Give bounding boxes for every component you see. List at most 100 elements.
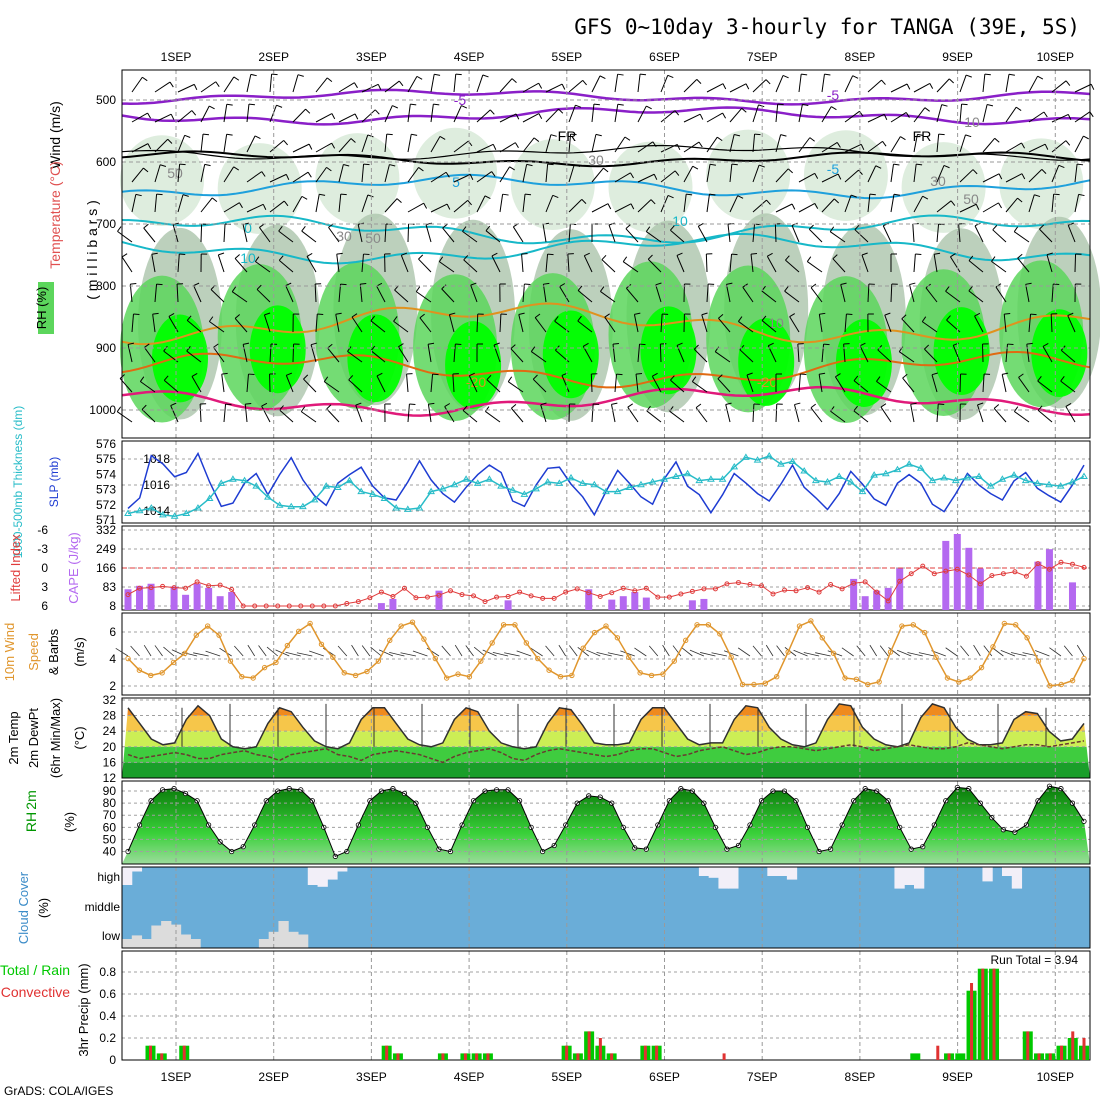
- thickness-line-point: [695, 476, 704, 484]
- wind-barb: [223, 134, 228, 153]
- wind-barb: [785, 259, 800, 273]
- thickness-line-point: [590, 480, 599, 488]
- wind-barb-flag: [261, 171, 266, 177]
- temperature-contour: [121, 214, 1091, 245]
- wind-barb: [1039, 228, 1053, 243]
- cape-bar: [642, 597, 650, 610]
- thickness-line-point: [870, 471, 879, 478]
- wind-barb-flag: [910, 402, 917, 405]
- wind-barb: [303, 378, 317, 393]
- wind-barb: [1001, 374, 1007, 393]
- wind-barb: [407, 404, 410, 423]
- wind-barb: [256, 289, 271, 303]
- wind10m-barb: [672, 645, 682, 657]
- panel-frame: [121, 612, 1091, 696]
- wind-barb: [542, 284, 547, 303]
- thickness-line-point: [275, 501, 284, 508]
- wind-barb-flag: [603, 167, 609, 173]
- wind-barb-flag: [491, 171, 496, 177]
- time-tick-label: 6SEP: [649, 1070, 680, 1084]
- thickness-line-point: [905, 460, 914, 467]
- wind-barb: [844, 110, 860, 123]
- rh-shade-cell: [413, 127, 498, 219]
- wind-barb: [959, 134, 966, 153]
- wind-barb: [633, 314, 639, 333]
- wind10m-line-point: [375, 658, 382, 664]
- precip-conv-bar: [643, 1045, 647, 1060]
- wind10m-line-point: [739, 681, 746, 688]
- wind-barb-flag: [170, 402, 177, 407]
- wind-barb: [315, 314, 318, 333]
- wind10m-barb: [973, 644, 981, 657]
- wind-barb-flag: [972, 169, 978, 175]
- precip-tick-label: 0.2: [99, 1031, 116, 1045]
- wind-barb: [151, 254, 156, 273]
- wind-barb-flag: [924, 344, 930, 350]
- thickness-line-point: [217, 479, 226, 486]
- wind-barb-flag: [347, 346, 352, 352]
- thickness-line-point: [532, 484, 540, 492]
- wind-barb: [859, 345, 869, 363]
- wind-barb: [199, 403, 202, 423]
- wind10m-barb: [960, 645, 970, 657]
- wind-barb: [670, 229, 685, 243]
- wind-barb-flag: [832, 254, 838, 260]
- wind-barb-flag: [995, 283, 1002, 288]
- wind-barb: [880, 406, 892, 423]
- wind-barb-flag: [575, 104, 582, 108]
- wind10m-line-point: [830, 650, 837, 657]
- wind-barb: [545, 83, 563, 93]
- wind-barb-flag: [215, 81, 220, 87]
- wind-barb-flag: [670, 375, 675, 381]
- wind-barb-flag: [852, 75, 859, 79]
- precip-conv-bar: [385, 1045, 389, 1060]
- wind10m-line-point: [1024, 635, 1030, 641]
- wind-barb: [476, 143, 494, 153]
- wind10m-axis-label: 10m Wind: [2, 623, 17, 682]
- wind10m-barb: [907, 652, 923, 657]
- wind-barb: [725, 404, 731, 423]
- wind-barb-flag: [670, 225, 675, 231]
- temp-band: [122, 762, 1090, 778]
- wind-barb-flag: [737, 195, 744, 199]
- wind-barb: [931, 374, 938, 393]
- precip-conv-bar: [565, 1045, 569, 1060]
- wind-barb: [974, 225, 984, 243]
- wind-barb: [959, 104, 963, 123]
- thickness-line-point: [497, 482, 505, 489]
- wind-barb: [729, 83, 747, 93]
- contour-label: -20: [757, 374, 777, 390]
- cape-bar: [377, 603, 385, 610]
- wind-barb-flag: [1058, 164, 1065, 169]
- wind10m-line-point: [557, 674, 564, 680]
- wind-barb: [853, 410, 869, 423]
- time-tick-label: 4SEP: [454, 1070, 485, 1084]
- thickness-tick-label: 574: [96, 467, 116, 481]
- wind-barb-flag: [617, 73, 624, 76]
- wind-barb-flag: [285, 174, 290, 181]
- wind-barb: [1028, 169, 1043, 183]
- wind10m-barb: [351, 644, 359, 657]
- cape-bar: [896, 568, 904, 610]
- wind-barb-flag: [1013, 226, 1019, 232]
- wind-barb-flag: [581, 198, 587, 204]
- cape-bar: [619, 596, 627, 610]
- wind10m-barb: [389, 651, 405, 657]
- wind-barb: [676, 255, 685, 273]
- wind-barb: [314, 283, 317, 303]
- wind-barb: [430, 171, 447, 183]
- precip-conv-bar: [148, 1045, 152, 1060]
- wind-barb: [177, 164, 181, 183]
- wind-barb: [154, 81, 171, 93]
- wind-barb: [301, 230, 317, 243]
- thickness-tick-label: 573: [96, 483, 116, 497]
- wind-barb: [761, 290, 777, 303]
- thickness-tick-label: 572: [96, 498, 116, 512]
- wind10m-line-point: [694, 622, 700, 628]
- lifted-index-point: [448, 588, 454, 594]
- wind-barb: [1046, 254, 1053, 273]
- wind10m-line-point: [717, 631, 723, 637]
- wind-barb: [821, 173, 839, 183]
- cloud-low-bar: [298, 934, 309, 948]
- wind10m-barb: [945, 647, 958, 657]
